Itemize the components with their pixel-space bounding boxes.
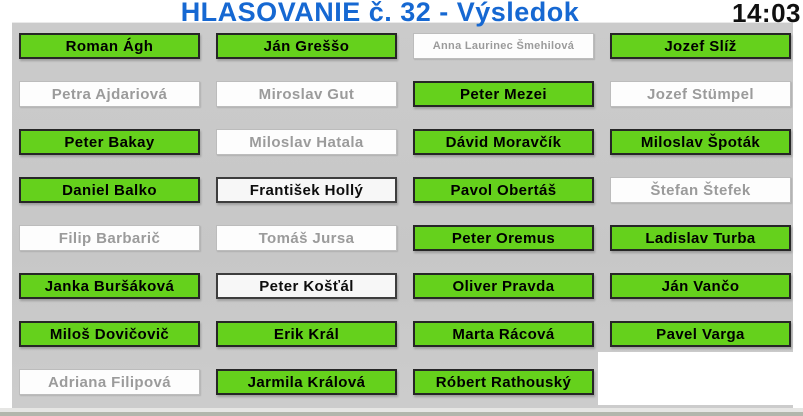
member-button[interactable]: Miloš Dovičovič [19, 321, 200, 347]
member-button[interactable]: Ladislav Turba [610, 225, 791, 251]
member-button[interactable]: Petra Ajdariová [19, 81, 200, 107]
member-button[interactable]: Peter Bakay [19, 129, 200, 155]
member-button[interactable]: Peter Mezei [413, 81, 594, 107]
member-button[interactable]: Róbert Rathouský [413, 369, 594, 395]
members-grid: Roman Ágh Ján Greššo Anna Laurinec Šmehilo… [19, 33, 791, 395]
member-button[interactable]: Anna Laurinec Šmehilová [413, 33, 594, 59]
board-cutout [598, 352, 793, 405]
member-button[interactable]: Adriana Filipová [19, 369, 200, 395]
member-button[interactable]: Miloslav Špoták [610, 129, 791, 155]
member-button[interactable]: Daniel Balko [19, 177, 200, 203]
header: HLASOVANIE č. 32 - Výsledok 14:03 [0, 0, 803, 28]
member-button[interactable]: Marta Rácová [413, 321, 594, 347]
member-button[interactable]: Miloslav Hatala [216, 129, 397, 155]
member-button[interactable]: František Hollý [216, 177, 397, 203]
member-button[interactable]: Jozef Slíž [610, 33, 791, 59]
bottom-strip-dark [0, 412, 803, 416]
member-button[interactable]: Miroslav Gut [216, 81, 397, 107]
member-button[interactable]: Ján Greššo [216, 33, 397, 59]
member-button[interactable]: Tomáš Jursa [216, 225, 397, 251]
member-button[interactable]: Oliver Pravda [413, 273, 594, 299]
member-button[interactable]: Jarmila Králová [216, 369, 397, 395]
bottom-strip-light [0, 408, 803, 412]
member-button[interactable]: Peter Košťál [216, 273, 397, 299]
member-button[interactable]: Filip Barbarič [19, 225, 200, 251]
member-button[interactable]: Ján Vančo [610, 273, 791, 299]
member-button[interactable]: Erik Král [216, 321, 397, 347]
member-button[interactable]: Peter Oremus [413, 225, 594, 251]
member-button[interactable]: Pavel Varga [610, 321, 791, 347]
member-button[interactable]: Jozef Stümpel [610, 81, 791, 107]
member-button[interactable]: Janka Buršáková [19, 273, 200, 299]
member-button[interactable]: Dávid Moravčík [413, 129, 594, 155]
member-button[interactable]: Pavol Obertáš [413, 177, 594, 203]
member-button[interactable]: Roman Ágh [19, 33, 200, 59]
voting-board: Roman Ágh Ján Greššo Anna Laurinec Šmehilo… [12, 22, 793, 408]
clock: 14:03 [732, 0, 801, 28]
vote-title: HLASOVANIE č. 32 - Výsledok [180, 0, 580, 27]
member-button[interactable]: Štefan Štefek [610, 177, 791, 203]
